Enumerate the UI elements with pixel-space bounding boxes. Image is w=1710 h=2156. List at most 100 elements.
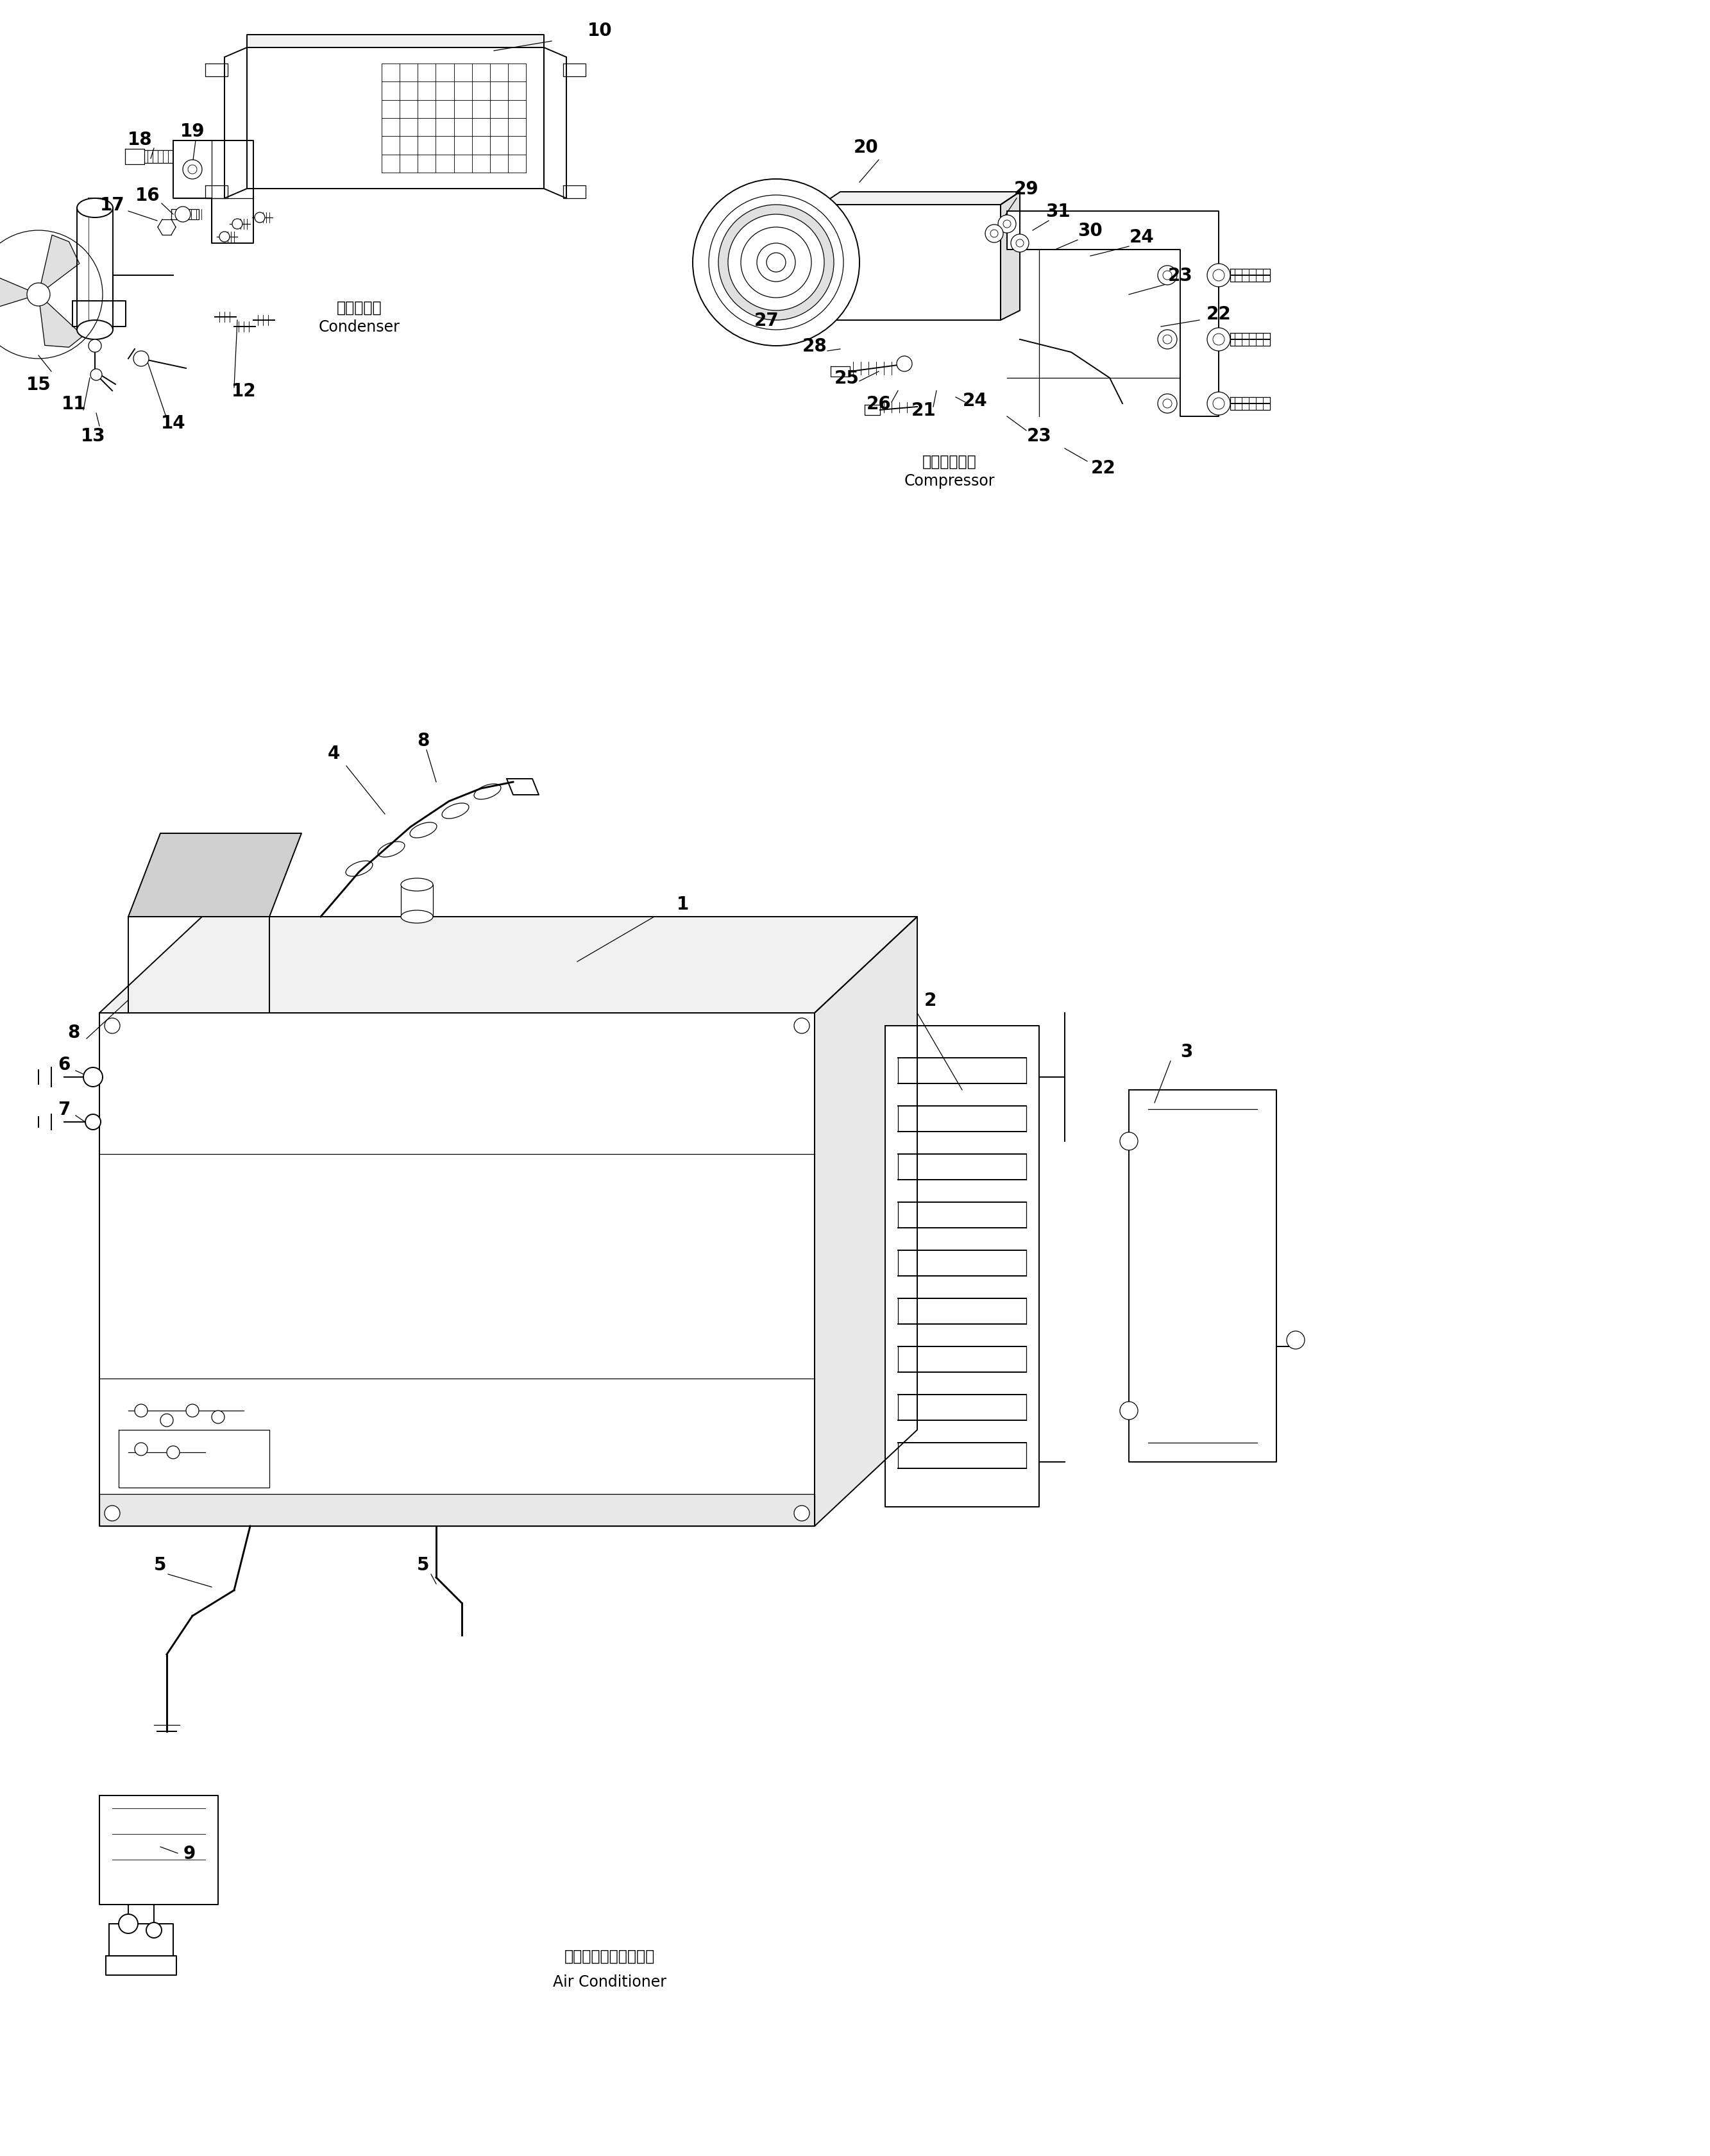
Circle shape (168, 1447, 180, 1460)
Text: 14: 14 (161, 414, 186, 431)
Polygon shape (1129, 1091, 1276, 1462)
Polygon shape (109, 1923, 173, 1955)
Circle shape (135, 1442, 147, 1455)
Polygon shape (72, 302, 127, 328)
Text: Condenser: Condenser (318, 319, 400, 334)
Circle shape (1163, 272, 1171, 280)
Circle shape (86, 1115, 101, 1130)
Polygon shape (0, 276, 39, 313)
Text: 7: 7 (58, 1100, 70, 1119)
Text: 12: 12 (231, 382, 256, 401)
Circle shape (1207, 392, 1229, 416)
Text: 24: 24 (963, 392, 987, 410)
Text: 10: 10 (587, 22, 612, 39)
Text: 23: 23 (1168, 267, 1192, 285)
Circle shape (161, 1414, 173, 1427)
Polygon shape (821, 192, 1019, 205)
Circle shape (990, 231, 999, 237)
Text: 5: 5 (417, 1557, 429, 1574)
Circle shape (758, 244, 795, 282)
Circle shape (1212, 334, 1224, 345)
Circle shape (708, 196, 843, 330)
Circle shape (147, 1923, 162, 1938)
Circle shape (1212, 270, 1224, 282)
Circle shape (212, 1410, 224, 1423)
Polygon shape (125, 149, 144, 164)
Circle shape (896, 356, 911, 373)
Circle shape (118, 1915, 139, 1934)
Polygon shape (506, 778, 539, 796)
Text: 5: 5 (154, 1557, 166, 1574)
Polygon shape (99, 1494, 814, 1526)
Text: 23: 23 (1026, 427, 1052, 444)
Circle shape (174, 207, 190, 222)
Text: 22: 22 (1091, 459, 1115, 476)
Text: 27: 27 (754, 313, 780, 330)
Text: 13: 13 (80, 427, 106, 444)
Text: 4: 4 (327, 744, 340, 763)
Polygon shape (865, 405, 881, 416)
Circle shape (1163, 336, 1171, 345)
Text: 15: 15 (26, 375, 51, 395)
Text: コンプレッサ: コンプレッサ (922, 455, 976, 470)
Text: 11: 11 (62, 395, 86, 414)
Circle shape (1158, 395, 1176, 414)
Text: コンデンサ: コンデンサ (337, 300, 381, 315)
Circle shape (985, 224, 1004, 244)
Polygon shape (246, 34, 544, 47)
Polygon shape (89, 198, 101, 209)
Polygon shape (99, 1796, 219, 1904)
Circle shape (104, 1018, 120, 1033)
Text: Air Conditioner: Air Conditioner (552, 1975, 667, 1990)
Polygon shape (39, 235, 79, 295)
Ellipse shape (77, 321, 113, 341)
Polygon shape (171, 209, 198, 220)
Text: 8: 8 (68, 1024, 80, 1041)
Circle shape (89, 341, 101, 354)
Text: エアーコンディショナ: エアーコンディショナ (564, 1949, 655, 1964)
Circle shape (1120, 1132, 1137, 1151)
Circle shape (1158, 330, 1176, 349)
Circle shape (1212, 399, 1224, 410)
Polygon shape (814, 916, 917, 1526)
Circle shape (1158, 265, 1176, 285)
Circle shape (793, 1018, 809, 1033)
Circle shape (1207, 328, 1229, 351)
Text: 16: 16 (135, 188, 161, 205)
Circle shape (27, 282, 50, 306)
Circle shape (219, 233, 229, 241)
Text: 18: 18 (128, 132, 152, 149)
Ellipse shape (400, 910, 433, 923)
Text: 1: 1 (677, 895, 689, 914)
Polygon shape (99, 1013, 814, 1526)
Circle shape (1207, 265, 1229, 287)
Text: 20: 20 (853, 138, 879, 157)
Text: 25: 25 (834, 369, 858, 388)
Text: 21: 21 (911, 401, 935, 420)
Circle shape (1286, 1330, 1305, 1350)
Text: 30: 30 (1077, 222, 1103, 239)
Circle shape (186, 1404, 198, 1416)
Polygon shape (118, 1429, 270, 1488)
Circle shape (135, 1404, 147, 1416)
Circle shape (91, 369, 103, 382)
Text: Compressor: Compressor (905, 474, 995, 489)
Circle shape (133, 351, 149, 367)
Text: 17: 17 (99, 196, 125, 213)
Text: 19: 19 (180, 123, 205, 140)
Circle shape (188, 166, 197, 175)
Text: 29: 29 (1014, 181, 1038, 198)
Text: 2: 2 (923, 992, 937, 1009)
Text: 31: 31 (1047, 203, 1070, 220)
Circle shape (718, 205, 834, 321)
Polygon shape (563, 65, 585, 78)
Circle shape (999, 216, 1016, 233)
Polygon shape (128, 834, 301, 916)
Polygon shape (106, 1955, 176, 1975)
Polygon shape (1007, 211, 1219, 416)
Circle shape (766, 252, 785, 272)
Circle shape (1011, 235, 1029, 252)
Circle shape (693, 179, 860, 347)
Circle shape (1163, 399, 1171, 407)
Text: 6: 6 (58, 1056, 70, 1074)
